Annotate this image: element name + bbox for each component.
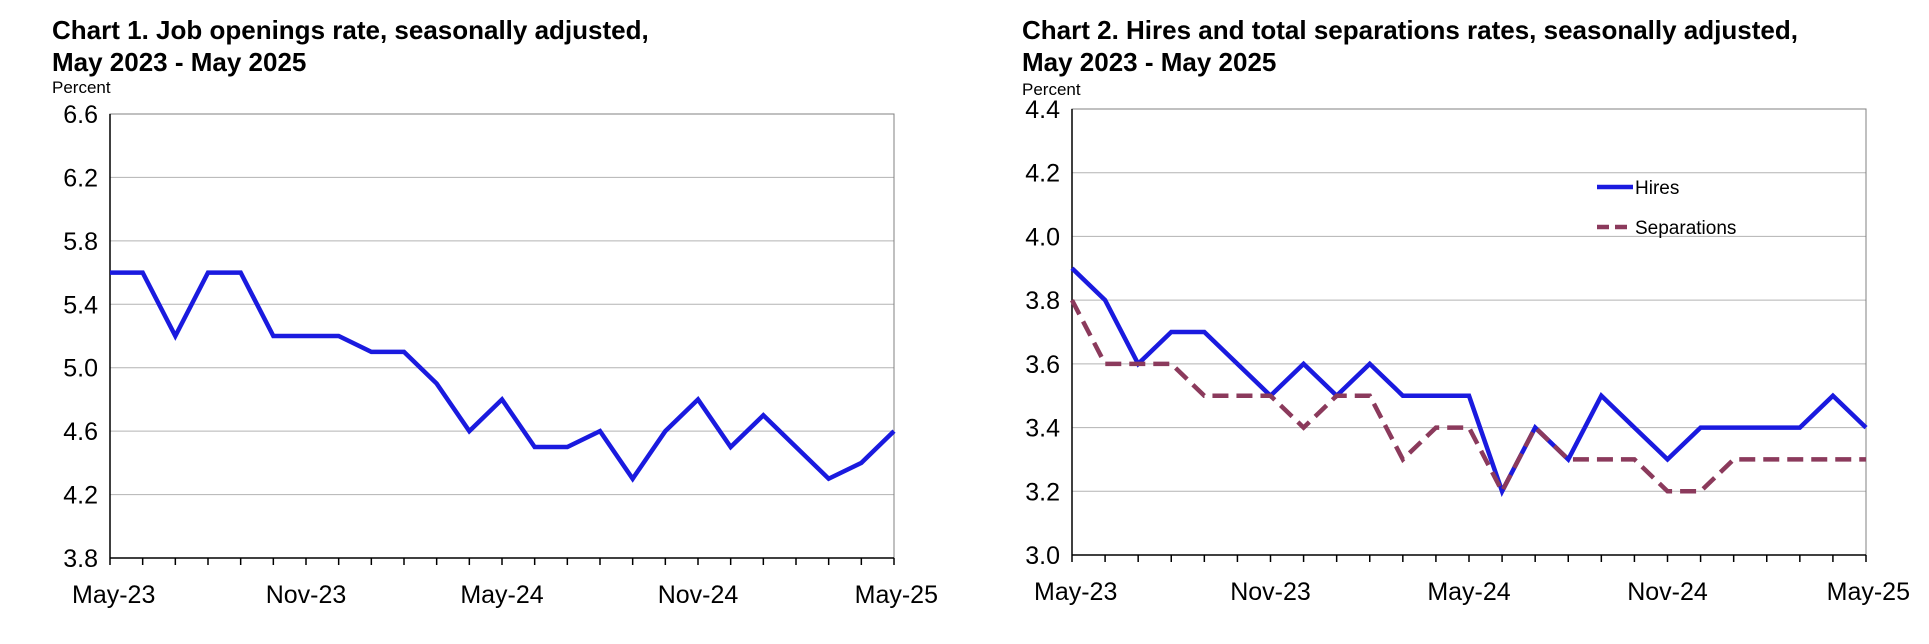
plot-frame: [109, 113, 895, 559]
chart-subtitle-line: May 2023 - May 2025: [52, 47, 307, 77]
x-tick-label: May-23: [1034, 578, 1117, 606]
y-tick-label: 4.0: [1025, 223, 1060, 251]
y-tick-label: 3.4: [1025, 415, 1060, 443]
hires-separations-plot: 4.4 4.2 4.0 3.8 3.6 3.4 3.2 3.0 May-23 Nov-23 May-…: [1025, 96, 1910, 606]
x-tick-label: Nov-23: [1230, 578, 1311, 606]
job-openings-plot: 6.6 6.2 5.8 5.4 5.0 4.6 4.2 3.8 May-23 Nov-23 May-…: [63, 101, 938, 609]
chart-title: Chart 1. Job openings rate, seasonally a…: [52, 14, 649, 78]
x-tick-label: May-25: [1827, 578, 1910, 606]
series-line-hires: [1070, 266, 1868, 497]
y-tick-label: 3.8: [1025, 287, 1060, 315]
x-tick-label: Nov-24: [658, 581, 739, 609]
y-tick-label: 4.6: [63, 418, 98, 446]
legend-label-separations: Separations: [1635, 218, 1736, 239]
chart-subtitle-line: May 2023 - May 2025: [1022, 47, 1277, 77]
chart-title-line: Chart 1. Job openings rate, seasonally a…: [52, 15, 649, 45]
y-tick-label: 3.8: [63, 545, 98, 573]
series-line: [110, 270, 896, 483]
legend-label-hires: Hires: [1635, 178, 1679, 199]
x-tick-label: May-23: [72, 581, 155, 609]
y-tick-label: 3.2: [1025, 478, 1060, 506]
x-tick-label: May-24: [460, 581, 543, 609]
chart-title: Chart 2. Hires and total separations rat…: [1022, 14, 1798, 78]
hires-separations-chart: Chart 2. Hires and total separations rat…: [1000, 0, 1929, 644]
y-tick-label: 5.0: [63, 355, 98, 383]
y-tick-label: 4.2: [63, 482, 98, 510]
chart-title-line: Chart 2. Hires and total separations rat…: [1022, 15, 1798, 45]
job-openings-chart: Chart 1. Job openings rate, seasonally a…: [0, 0, 960, 644]
x-tick-label: Nov-23: [266, 581, 347, 609]
y-axis-unit-label: Percent: [52, 78, 111, 97]
y-tick-label: 6.6: [63, 101, 98, 129]
y-axis-unit-label: Percent: [1022, 80, 1081, 99]
x-tick-label: Nov-24: [1627, 578, 1708, 606]
x-tick-label: May-25: [855, 581, 938, 609]
y-tick-label: 3.6: [1025, 351, 1060, 379]
y-tick-label: 4.2: [1025, 160, 1060, 188]
series-line-separations: [1070, 299, 1866, 497]
y-tick-label: 6.2: [63, 164, 98, 192]
y-tick-label: 5.8: [63, 228, 98, 256]
y-tick-label: 5.4: [63, 291, 98, 319]
y-tick-label: 3.0: [1025, 542, 1060, 570]
y-tick-label: 4.4: [1025, 96, 1060, 124]
x-tick-label: May-24: [1427, 578, 1510, 606]
